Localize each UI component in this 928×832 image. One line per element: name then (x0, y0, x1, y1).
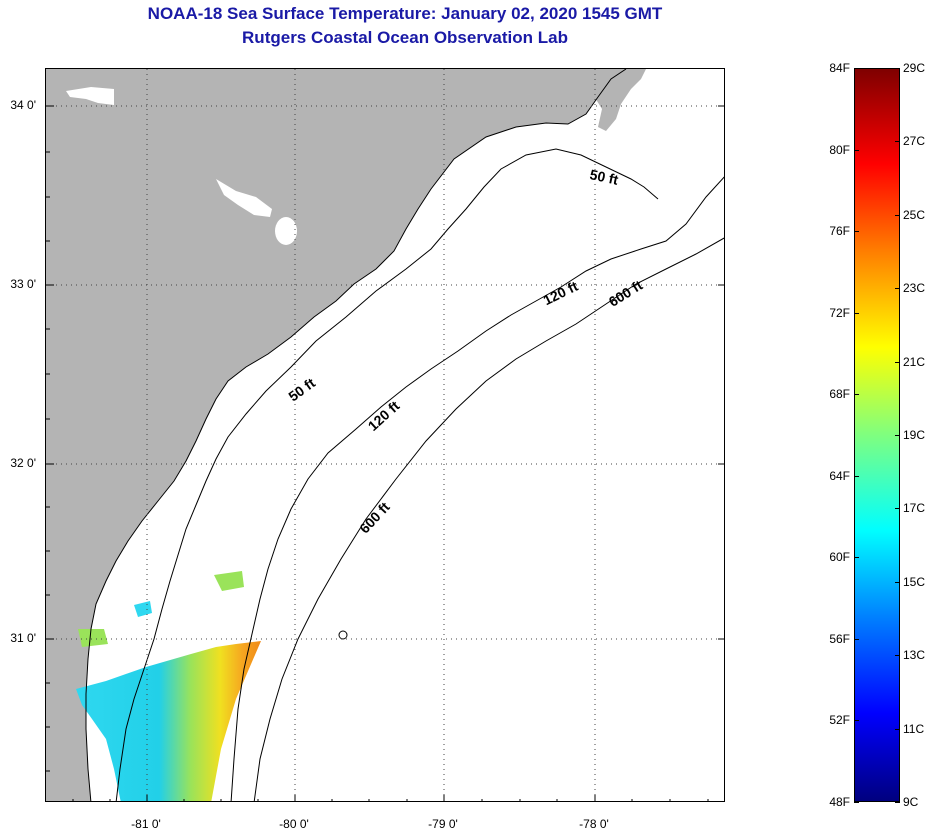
map-title: NOAA-18 Sea Surface Temperature: January… (147, 4, 663, 23)
colorbar-tick (895, 581, 900, 583)
colorbar-label-celsius: 25C (903, 207, 926, 222)
colorbar-tick (854, 149, 859, 151)
sst-map (45, 68, 725, 802)
latitude-label: 32 0' (10, 456, 36, 470)
colorbar-tick (895, 655, 900, 657)
colorbar-tick (854, 802, 859, 803)
axis-ticks (46, 105, 724, 801)
colorbar-tick (854, 68, 859, 69)
longitude-label: -81 0' (131, 817, 161, 831)
colorbar-tick (895, 435, 900, 436)
longitude-label: -80 0' (279, 817, 309, 831)
sst-data-patch (134, 601, 152, 617)
depth-contour-600ft (253, 237, 724, 801)
colorbar-label-fahrenheit: 80F (829, 142, 850, 157)
sst-data-patch (76, 641, 261, 801)
colorbar-tick (895, 288, 900, 290)
longitude-label: -79 0' (428, 817, 458, 831)
colorbar-tick (854, 557, 859, 559)
colorbar-label-fahrenheit: 84F (829, 61, 850, 75)
colorbar-tick (854, 475, 859, 477)
colorbar-tick (854, 394, 859, 396)
colorbar-tick (895, 802, 900, 803)
colorbar-tick (854, 720, 859, 722)
colorbar-label-celsius: 27C (903, 134, 926, 149)
seamount-contour (338, 630, 348, 640)
colorbar-label-fahrenheit: 72F (829, 305, 850, 320)
latitude-label: 31 0' (10, 631, 36, 645)
coastline (85, 69, 627, 801)
colorbar-tick (895, 508, 900, 510)
depth-contour-120ft (230, 176, 724, 801)
colorbar-label-fahrenheit: 64F (829, 468, 850, 483)
lake-patch (66, 87, 114, 105)
land-area (46, 69, 626, 801)
colorbar-label-fahrenheit: 60F (829, 550, 850, 565)
depth-contour-50ft (115, 148, 659, 801)
sst-data-patch (78, 629, 108, 647)
colorbar-tick (895, 728, 900, 730)
colorbar-tick (854, 638, 859, 640)
temperature-colorbar (854, 68, 900, 802)
lake-patch (216, 179, 272, 217)
colorbar-label-fahrenheit: 68F (829, 387, 850, 402)
map-canvas (46, 69, 724, 801)
sst-data-patch (214, 571, 244, 591)
colorbar-label-fahrenheit: 48F (829, 795, 850, 809)
land-area-north (592, 69, 646, 131)
colorbar-tick (895, 68, 900, 69)
colorbar-label-celsius: 15C (903, 574, 926, 589)
map-subtitle: Rutgers Coastal Ocean Observation Lab (242, 28, 568, 47)
colorbar-tick (854, 312, 859, 314)
colorbar-label-celsius: 29C (903, 61, 926, 75)
colorbar-label-fahrenheit: 76F (829, 224, 850, 239)
colorbar-label-fahrenheit: 52F (829, 713, 850, 728)
colorbar-tick (895, 214, 900, 216)
latitude-label: 33 0' (10, 277, 36, 291)
colorbar-label-fahrenheit: 56F (829, 631, 850, 646)
colorbar-tick (854, 231, 859, 233)
lake-patch (275, 217, 297, 245)
colorbar-label-celsius: 13C (903, 648, 926, 663)
colorbar-label-celsius: 17C (903, 501, 926, 516)
latitude-label: 34 0' (10, 98, 36, 112)
colorbar-label-celsius: 21C (903, 354, 926, 369)
colorbar-label-celsius: 11C (903, 721, 925, 736)
longitude-label: -78 0' (579, 817, 609, 831)
colorbar-label-celsius: 19C (903, 428, 926, 442)
graticule (46, 69, 724, 801)
colorbar-tick (895, 361, 900, 363)
colorbar-tick (895, 141, 900, 143)
colorbar-label-celsius: 9C (903, 795, 919, 809)
colorbar-label-celsius: 23C (903, 281, 926, 296)
